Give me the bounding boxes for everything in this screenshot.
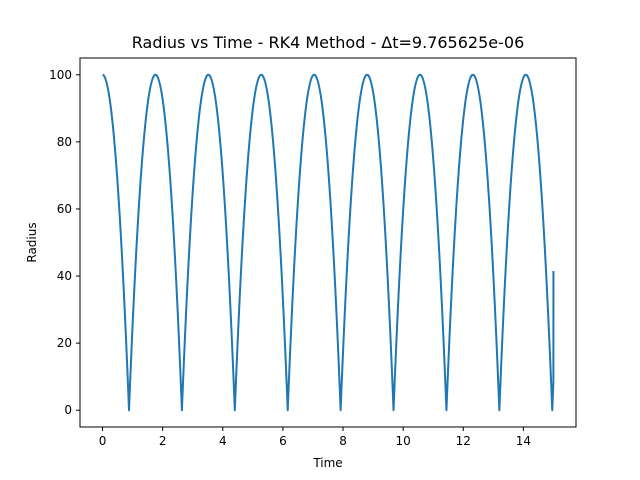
x-tick-label: 6 <box>279 434 287 448</box>
y-tick-label: 60 <box>57 202 72 216</box>
chart-title: Radius vs Time - RK4 Method - Δt=9.76562… <box>132 33 525 52</box>
y-axis-label: Radius <box>25 222 39 262</box>
x-tick-label: 12 <box>456 434 471 448</box>
y-tick-label: 40 <box>57 269 72 283</box>
y-tick-label: 20 <box>57 336 72 350</box>
y-tick-label: 100 <box>49 68 72 82</box>
plot-frame <box>79 57 577 428</box>
y-axis-ticks: 0 20 40 60 80 100 <box>49 68 80 417</box>
plot-area <box>101 73 555 412</box>
x-tick-label: 2 <box>159 434 167 448</box>
x-tick-label: 4 <box>219 434 227 448</box>
y-tick-label: 0 <box>64 403 72 417</box>
radius-series-line <box>101 73 555 412</box>
x-tick-label: 14 <box>516 434 531 448</box>
y-tick-label: 80 <box>57 135 72 149</box>
x-tick-label: 10 <box>396 434 411 448</box>
x-tick-label: 0 <box>99 434 107 448</box>
x-axis-ticks: 0 2 4 6 8 10 12 14 <box>99 427 531 448</box>
x-axis-label: Time <box>312 456 342 470</box>
x-tick-label: 8 <box>339 434 347 448</box>
